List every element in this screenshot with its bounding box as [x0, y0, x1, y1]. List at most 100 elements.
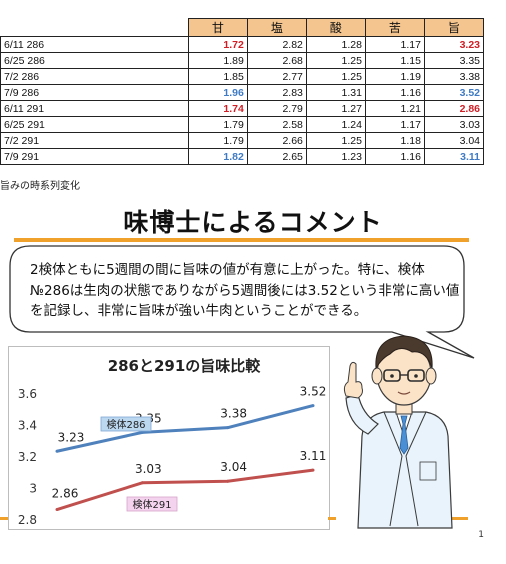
- data-point: [140, 481, 144, 485]
- page-title: 味博士によるコメント: [123, 208, 383, 237]
- table-cell: 3.03: [423, 116, 485, 133]
- table-cell: 1.24: [305, 116, 366, 133]
- table-cell: 1.17: [364, 116, 425, 133]
- legend-label: 検体286: [106, 418, 145, 431]
- data-point: [311, 404, 315, 408]
- table-cell: 1.16: [364, 84, 425, 101]
- row-label: 6/25 286: [0, 52, 189, 69]
- row-label: 7/2 291: [0, 132, 189, 149]
- lower-rule-right: [440, 517, 468, 520]
- row-label: 7/9 286: [0, 84, 189, 101]
- y-tick-label: 3.6: [18, 387, 37, 401]
- data-point: [311, 468, 315, 472]
- y-tick-label: 3.4: [18, 419, 37, 433]
- table-cell: 2.86: [423, 100, 485, 117]
- row-label: 7/2 286: [0, 68, 189, 85]
- table-row: 6/11 291 1.74 2.79 1.27 1.21 2.86: [0, 100, 485, 117]
- table-row: 7/9 286 1.96 2.83 1.31 1.16 3.52: [0, 84, 485, 101]
- table-cell: 1.18: [364, 132, 425, 149]
- table-cell: 2.82: [246, 36, 307, 53]
- table-header-umami: 旨: [423, 18, 485, 37]
- table-row: 6/25 286 1.89 2.68 1.25 1.15 3.35: [0, 52, 485, 69]
- data-point: [55, 508, 59, 512]
- data-point: [140, 430, 144, 434]
- data-label: 3.04: [220, 460, 247, 474]
- table-cell: 2.79: [246, 100, 307, 117]
- legend-tag-1: [126, 496, 178, 512]
- table-cell: 1.82: [187, 148, 248, 165]
- y-tick-label: 2.8: [18, 513, 37, 527]
- table-cell: 2.77: [246, 68, 307, 85]
- table-row: 7/2 286 1.85 2.77 1.25 1.19 3.38: [0, 68, 485, 85]
- table-cell: 1.72: [187, 36, 248, 53]
- lower-rule-mid: [328, 517, 336, 520]
- comment-bubble: 2検体ともに5週間の間に旨味の値が有意に上がった。特に、検体№286は生肉の状態…: [8, 245, 475, 359]
- table-cell: 1.25: [305, 52, 366, 69]
- table-cell: 1.25: [305, 132, 366, 149]
- data-point: [226, 479, 230, 483]
- row-label: 7/9 291: [0, 148, 189, 165]
- data-label: 3.11: [300, 449, 327, 463]
- title-underline: [14, 238, 469, 242]
- table-cell: 1.17: [364, 36, 425, 53]
- data-label: 3.52: [300, 385, 327, 399]
- row-label: 6/11 286: [0, 36, 189, 53]
- table-cell: 3.04: [423, 132, 485, 149]
- table-cell: 2.65: [246, 148, 307, 165]
- table-cell: 1.21: [364, 100, 425, 117]
- table-cell: 1.74: [187, 100, 248, 117]
- table-cell: 1.15: [364, 52, 425, 69]
- chart-title: 286と291の旨味比較: [108, 357, 262, 375]
- table-row: 6/25 291 1.79 2.58 1.24 1.17 3.03: [0, 116, 485, 133]
- table-cell: 3.35: [423, 52, 485, 69]
- data-label: 3.03: [135, 462, 162, 476]
- data-label: 2.86: [52, 487, 79, 501]
- table-cell: 1.25: [305, 68, 366, 85]
- row-label: 6/25 291: [0, 116, 189, 133]
- data-point: [55, 449, 59, 453]
- table-cell: 1.96: [187, 84, 248, 101]
- table-caption: 旨みの時系列変化: [0, 181, 80, 192]
- table-cell: 1.19: [364, 68, 425, 85]
- table-cell: 1.23: [305, 148, 366, 165]
- table-cell: 2.68: [246, 52, 307, 69]
- data-point: [226, 426, 230, 430]
- umami-chart: 286と291の旨味比較 3.63.43.232.8 3.233.353.383…: [8, 346, 330, 530]
- table-cell: 3.11: [423, 148, 485, 165]
- table-row: 7/9 291 1.82 2.65 1.23 1.16 3.11: [0, 148, 485, 165]
- taste-table: 甘 塩 酸 苦 旨 6/11 286 1.72 2.82 1.28 1.17 3.23 6/…: [0, 18, 485, 165]
- table-cell: 1.31: [305, 84, 366, 101]
- y-tick-label: 3: [29, 482, 37, 496]
- table-row: 6/11 286 1.72 2.82 1.28 1.17 3.23: [0, 36, 485, 53]
- table-header-row: 甘 塩 酸 苦 旨: [0, 18, 485, 37]
- table-header-bitter: 苦: [364, 18, 425, 37]
- table-header-blank: [0, 18, 189, 37]
- page-number: 1: [478, 530, 484, 540]
- legend-label: 検体291: [132, 498, 171, 511]
- series-line-1: [56, 468, 314, 511]
- comment-text: 2検体ともに5週間の間に旨味の値が有意に上がった。特に、検体№286は生肉の状態…: [30, 262, 460, 319]
- table-cell: 2.58: [246, 116, 307, 133]
- table-row: 7/2 291 1.79 2.66 1.25 1.18 3.04: [0, 132, 485, 149]
- series-line-0: [56, 404, 314, 453]
- data-label: 3.23: [58, 430, 85, 444]
- table-cell: 1.79: [187, 132, 248, 149]
- table-cell: 1.27: [305, 100, 366, 117]
- table-cell: 1.85: [187, 68, 248, 85]
- table-cell: 3.38: [423, 68, 485, 85]
- doctor-character-icon: [334, 316, 474, 538]
- umami-chart-svg: 286と291の旨味比較 3.63.43.232.8 3.233.353.383…: [18, 357, 327, 527]
- data-label: 3.38: [220, 407, 247, 421]
- table-cell: 1.79: [187, 116, 248, 133]
- table-header-sweet: 甘: [187, 18, 248, 37]
- table-cell: 3.23: [423, 36, 485, 53]
- legend-tag-0: [100, 416, 152, 432]
- bubble-shape: [9, 245, 475, 359]
- table-cell: 2.66: [246, 132, 307, 149]
- lower-rule-left: [0, 517, 8, 520]
- table-cell: 1.16: [364, 148, 425, 165]
- table-header-salty: 塩: [246, 18, 307, 37]
- table-cell: 2.83: [246, 84, 307, 101]
- row-label: 6/11 291: [0, 100, 189, 117]
- table-header-sour: 酸: [305, 18, 366, 37]
